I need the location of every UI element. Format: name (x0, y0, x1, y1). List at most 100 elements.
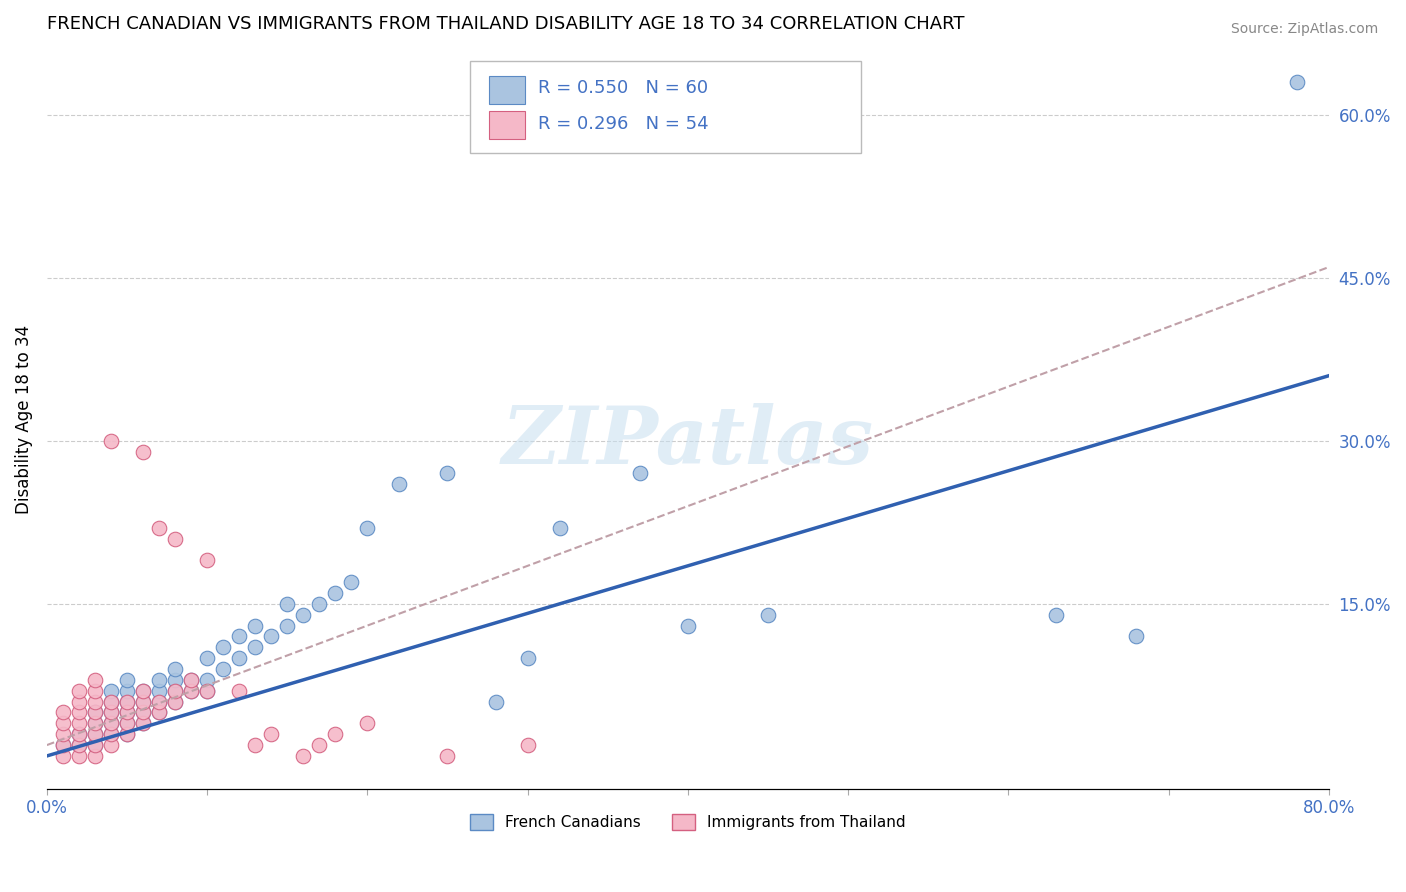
Point (115, 695, 138, 709)
Point (84, 738, 107, 752)
Point (100, 434, 122, 448)
Point (100, 695, 122, 709)
Point (84, 695, 107, 709)
Point (228, 683, 250, 698)
Point (276, 597, 298, 611)
Point (195, 673, 218, 687)
Point (228, 630, 250, 644)
Point (100, 706, 122, 720)
Point (84, 727, 107, 741)
Point (84, 716, 107, 731)
Bar (489, 112, 524, 139)
Point (52, 748, 75, 763)
Point (356, 521, 378, 535)
Point (132, 716, 155, 731)
Point (52, 738, 75, 752)
Point (245, 618, 267, 632)
Point (260, 727, 283, 741)
Legend: French Canadians, Immigrants from Thailand: French Canadians, Immigrants from Thaila… (464, 808, 911, 837)
Point (115, 673, 138, 687)
Point (132, 706, 155, 720)
Text: R = 0.550   N = 60: R = 0.550 N = 60 (538, 79, 709, 97)
Point (165, 673, 187, 687)
Point (165, 683, 187, 698)
Point (67, 706, 90, 720)
Point (115, 716, 138, 731)
Point (323, 586, 346, 600)
Point (84, 706, 107, 720)
Point (115, 727, 138, 741)
Point (292, 607, 315, 622)
Point (115, 716, 138, 731)
Point (132, 695, 155, 709)
Point (100, 738, 122, 752)
Point (165, 683, 187, 698)
Point (340, 575, 363, 590)
Point (212, 640, 235, 655)
Point (132, 716, 155, 731)
Point (180, 683, 202, 698)
Bar (489, 76, 524, 103)
Point (195, 553, 218, 567)
Point (52, 706, 75, 720)
Point (67, 683, 90, 698)
Point (67, 695, 90, 709)
Point (245, 738, 267, 752)
Point (1125, 630, 1147, 644)
Point (84, 673, 107, 687)
Point (165, 695, 187, 709)
Point (100, 727, 122, 741)
Point (195, 683, 218, 698)
Point (516, 651, 538, 665)
Point (516, 738, 538, 752)
Point (148, 683, 170, 698)
Point (356, 716, 378, 731)
Point (67, 738, 90, 752)
Point (165, 695, 187, 709)
Point (180, 673, 202, 687)
Point (165, 662, 187, 676)
Point (756, 607, 779, 622)
Point (548, 521, 571, 535)
Point (148, 673, 170, 687)
Point (323, 727, 346, 741)
Point (276, 618, 298, 632)
Point (148, 706, 170, 720)
Point (132, 706, 155, 720)
Point (84, 716, 107, 731)
Text: R = 0.296   N = 54: R = 0.296 N = 54 (538, 115, 709, 133)
Point (148, 521, 170, 535)
Point (212, 662, 235, 676)
Point (84, 738, 107, 752)
Point (1285, 75, 1308, 89)
Text: FRENCH CANADIAN VS IMMIGRANTS FROM THAILAND DISABILITY AGE 18 TO 34 CORRELATION : FRENCH CANADIAN VS IMMIGRANTS FROM THAIL… (46, 15, 965, 33)
Point (195, 683, 218, 698)
Text: Source: ZipAtlas.com: Source: ZipAtlas.com (1230, 22, 1378, 37)
Point (148, 695, 170, 709)
Point (84, 706, 107, 720)
Point (100, 706, 122, 720)
Point (165, 532, 187, 546)
Point (52, 738, 75, 752)
Point (388, 477, 411, 491)
Point (100, 716, 122, 731)
Point (115, 706, 138, 720)
Point (115, 695, 138, 709)
Point (84, 748, 107, 763)
Point (52, 727, 75, 741)
Point (292, 748, 315, 763)
Point (148, 695, 170, 709)
Point (115, 683, 138, 698)
Point (484, 695, 506, 709)
FancyBboxPatch shape (470, 61, 860, 153)
Point (67, 727, 90, 741)
Point (100, 683, 122, 698)
Point (52, 716, 75, 731)
Point (676, 618, 699, 632)
Point (100, 716, 122, 731)
Point (100, 727, 122, 741)
Point (436, 748, 458, 763)
Point (132, 695, 155, 709)
Y-axis label: Disability Age 18 to 34: Disability Age 18 to 34 (15, 325, 32, 514)
Point (436, 467, 458, 481)
